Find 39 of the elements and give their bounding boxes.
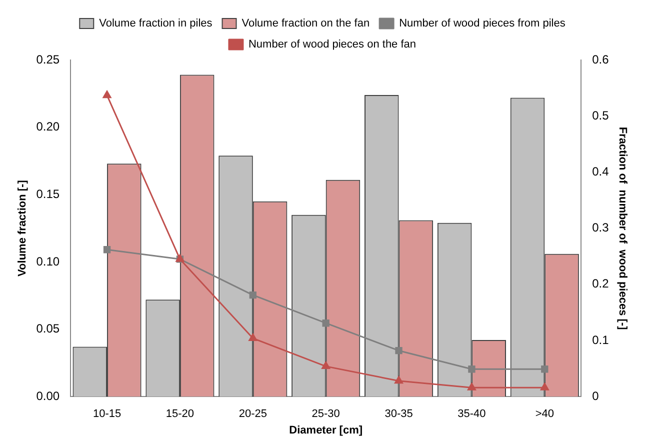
point (322, 320, 330, 327)
point (394, 376, 403, 384)
y-axis-title: Volume fraction [-] (16, 180, 29, 276)
y2-tick-label: 0.1 (592, 332, 610, 347)
y2-tick-label: 0.4 (592, 164, 610, 179)
x-tick-label: 15-20 (166, 408, 194, 420)
y2-tick-label: 0.5 (592, 108, 610, 122)
legend-label: Volume fraction on the fan (242, 18, 370, 30)
point (248, 334, 258, 342)
point (540, 382, 549, 390)
x-tick-label: 35-40 (458, 408, 486, 420)
y2-axis-title: Fraction of number of wood pieces [-] (616, 126, 628, 330)
y-tick-label: 0.05 (36, 322, 60, 336)
x-tick-label: 25-30 (312, 408, 340, 420)
x-axis-title: Diameter [cm] (289, 424, 363, 436)
y2-tick-label: 0.2 (592, 276, 610, 291)
legend-label: Volume fraction in piles (99, 18, 213, 30)
point (541, 366, 548, 373)
x-tick-label: >40 (535, 408, 554, 420)
y2-tick-label: 0.6 (592, 52, 610, 66)
y-tick-label: 0.20 (36, 120, 60, 134)
point (102, 90, 112, 98)
point (103, 246, 111, 254)
point (249, 291, 256, 299)
point (322, 362, 330, 370)
x-tick-label: 20-25 (238, 408, 267, 420)
point (468, 366, 476, 373)
y2-tick-label: 0.3 (592, 220, 610, 235)
y-tick-label: 0.25 (36, 52, 60, 66)
point (468, 382, 476, 390)
y2-tick-label: 0 (592, 388, 600, 403)
legend-label: Number of wood pieces on the fan (248, 38, 416, 51)
legend-label: Number of wood pieces from piles (399, 18, 566, 30)
x-tick-label: 10-15 (92, 408, 122, 420)
x-tick-label: 30-35 (384, 408, 413, 420)
y-tick-label: 0.00 (36, 388, 60, 403)
y-tick-label: 0.15 (36, 186, 60, 201)
y-tick-label: 0.10 (36, 254, 60, 268)
point (395, 347, 402, 354)
